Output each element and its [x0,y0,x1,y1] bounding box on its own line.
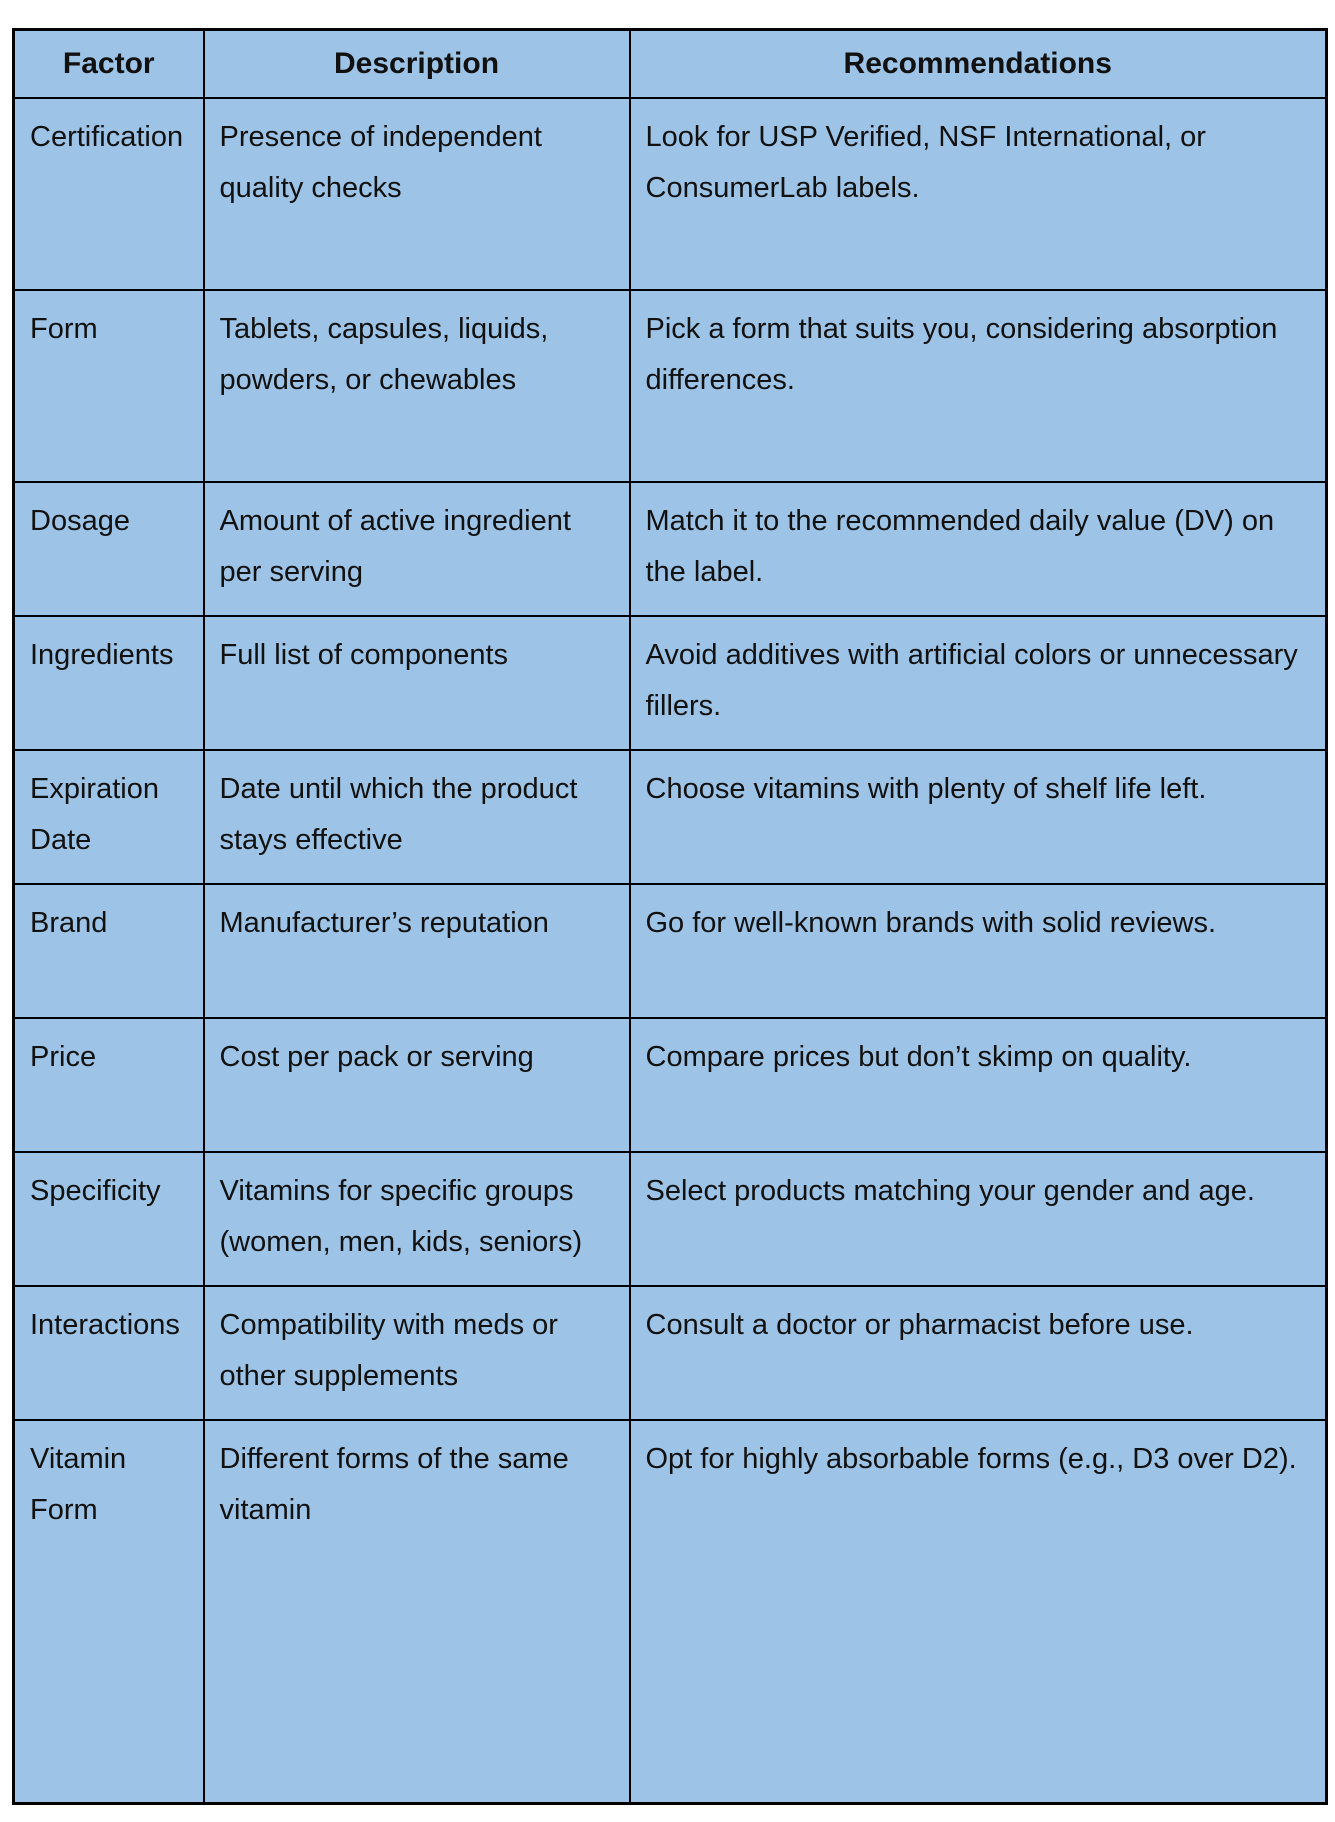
recommendation-cell: Pick a form that suits you, considering … [628,288,1328,483]
recommendation-cell: Match it to the recommended daily value … [628,480,1328,617]
table-row: Form Tablets, capsules, liquids, powders,… [12,288,1328,483]
factor-cell: Ingredients [12,614,205,751]
recommendation-cell: Choose vitamins with plenty of shelf lif… [628,748,1328,885]
description-cell: Compatibility with meds or other supplem… [202,1284,631,1421]
factor-cell: Form [12,288,205,483]
description-cell: Presence of independent quality checks [202,96,631,291]
table-row: Interactions Compatibility with meds or o… [12,1284,1328,1421]
factor-cell: Specificity [12,1150,205,1287]
recommendation-cell: Consult a doctor or pharmacist before us… [628,1284,1328,1421]
header-row: Factor Description Recommendations [12,28,1328,99]
table-row: Brand Manufacturer’s reputation Go for wel… [12,882,1328,1019]
recommendation-cell: Look for USP Verified, NSF International… [628,96,1328,291]
table-row: Price Cost per pack or serving Compare pri… [12,1016,1328,1153]
header-recommendations: Recommendations [628,28,1328,99]
description-cell: Cost per pack or serving [202,1016,631,1153]
factor-cell: Dosage [12,480,205,617]
description-cell: Full list of components [202,614,631,751]
recommendation-cell: Avoid additives with artificial colors o… [628,614,1328,751]
table-row: Vitamin Form Different forms of the same … [12,1418,1328,1805]
factor-cell: Brand [12,882,205,1019]
vitamin-selection-table: Factor Description Recommendations Certi… [12,28,1328,1805]
header-factor: Factor [12,28,205,99]
description-cell: Amount of active ingredient per serving [202,480,631,617]
description-cell: Tablets, capsules, liquids, powders, or … [202,288,631,483]
description-cell: Manufacturer’s reputation [202,882,631,1019]
factor-cell: Expiration Date [12,748,205,885]
table-row: Certification Presence of independent qua… [12,96,1328,291]
table-row: Dosage Amount of active ingredient per se… [12,480,1328,617]
factor-cell: Vitamin Form [12,1418,205,1805]
recommendation-cell: Select products matching your gender and… [628,1150,1328,1287]
factor-cell: Interactions [12,1284,205,1421]
description-cell: Date until which the product stays effec… [202,748,631,885]
description-cell: Vitamins for specific groups (women, men… [202,1150,631,1287]
table-row: Expiration Date Date until which the prod… [12,748,1328,885]
factor-cell: Price [12,1016,205,1153]
recommendation-cell: Opt for highly absorbable forms (e.g., D… [628,1418,1328,1805]
table-row: Ingredients Full list of components Avoid … [12,614,1328,751]
description-cell: Different forms of the same vitamin [202,1418,631,1805]
recommendation-cell: Compare prices but don’t skimp on qualit… [628,1016,1328,1153]
table-body: Certification Presence of independent qua… [12,96,1328,1805]
table-row: Specificity Vitamins for specific groups … [12,1150,1328,1287]
header-description: Description [202,28,631,99]
factor-cell: Certification [12,96,205,291]
recommendation-cell: Go for well-known brands with solid revi… [628,882,1328,1019]
